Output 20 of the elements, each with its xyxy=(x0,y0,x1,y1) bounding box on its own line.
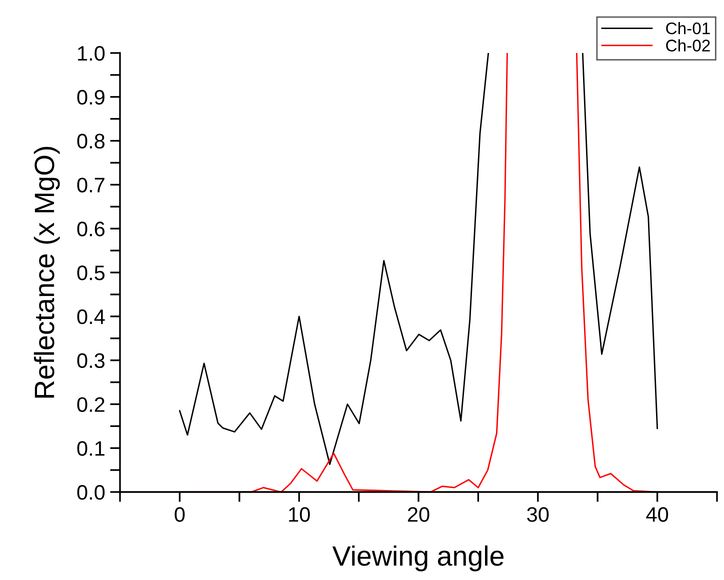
x-tick-label: 40 xyxy=(646,507,668,522)
legend-label: Ch-02 xyxy=(666,39,710,52)
x-tick-label: 0 xyxy=(174,507,185,522)
x-tick-label: 20 xyxy=(408,507,430,522)
y-tick-label: 0.6 xyxy=(77,222,105,236)
y-tick-label: 0.4 xyxy=(77,309,105,324)
y-tick-label: 0.5 xyxy=(77,266,105,280)
y-tick-label: 1.0 xyxy=(78,46,105,61)
y-tick-label: 0.8 xyxy=(77,134,105,149)
y-tick-label: 0.0 xyxy=(77,485,105,500)
x-tick-label: 10 xyxy=(289,507,310,522)
x-axis-title: Viewing angle xyxy=(332,545,504,572)
legend-label: Ch-01 xyxy=(666,22,710,34)
y-tick-label: 0.1 xyxy=(77,441,104,456)
y-axis-title: Reflectance (x MgO) xyxy=(34,146,60,398)
y-tick-label: 0.9 xyxy=(77,90,104,105)
y-tick-label: 0.7 xyxy=(77,178,104,192)
x-tick-label: 30 xyxy=(527,507,549,522)
y-tick-label: 0.3 xyxy=(77,353,105,368)
y-tick-label: 0.2 xyxy=(77,397,104,412)
